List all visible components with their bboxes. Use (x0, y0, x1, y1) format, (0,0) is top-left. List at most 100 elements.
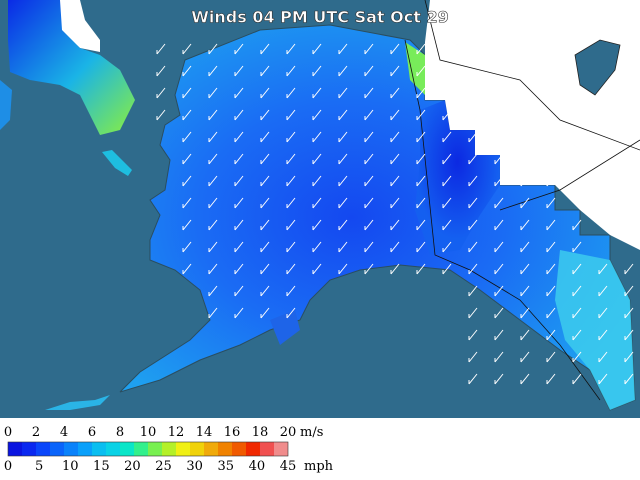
color-swatch (36, 442, 50, 456)
wind-arrow (364, 241, 374, 253)
wind-arrow (286, 109, 296, 121)
wind-arrow (260, 307, 270, 319)
wind-arrow (312, 43, 322, 55)
wind-arrow (312, 153, 322, 165)
color-swatch (204, 442, 218, 456)
wind-arrow (468, 307, 478, 319)
wind-arrow (546, 153, 556, 165)
border (404, 39, 601, 401)
ms-label: 18 (252, 425, 269, 440)
wind-arrow (494, 175, 504, 187)
ms-label: 0 (4, 425, 12, 440)
wind-arrow (546, 351, 556, 363)
ms-label: 4 (60, 425, 68, 440)
island (102, 150, 132, 176)
wind-arrow (442, 241, 452, 253)
wind-arrow (572, 263, 582, 275)
wind-arrow (468, 373, 478, 385)
wind-arrow (312, 131, 322, 143)
wind-arrow (182, 109, 192, 121)
wind-arrow (364, 153, 374, 165)
wind-arrow (416, 109, 426, 121)
wind-arrow (364, 43, 374, 55)
wind-arrow (468, 285, 478, 297)
wind-arrow (208, 175, 218, 187)
wind-arrow (182, 219, 192, 231)
wind-arrow (234, 241, 244, 253)
ms-label: 14 (196, 425, 213, 440)
wind-arrow (442, 197, 452, 209)
wind-arrow (286, 263, 296, 275)
wind-arrow (442, 219, 452, 231)
wind-arrow (468, 241, 478, 253)
wind-arrow (208, 131, 218, 143)
wind-arrow (286, 285, 296, 297)
wind-arrow (442, 109, 452, 121)
wind-arrow (312, 87, 322, 99)
wind-arrow (442, 153, 452, 165)
wind-arrows (156, 43, 634, 385)
wind-arrow (494, 307, 504, 319)
map-title: Winds 04 PM UTC Sat Oct 29 (191, 8, 448, 27)
wind-arrow (182, 197, 192, 209)
mph-label: 15 (93, 459, 110, 474)
wind-arrow (468, 175, 478, 187)
wind-arrow (156, 87, 166, 99)
mph-label: 10 (62, 459, 79, 474)
wind-arrow (494, 241, 504, 253)
wind-arrow (494, 351, 504, 363)
wind-arrow (312, 241, 322, 253)
color-swatch (106, 442, 120, 456)
wind-arrow (468, 109, 478, 121)
wind-arrow (312, 263, 322, 275)
calm-zone (415, 100, 500, 255)
wind-arrow (572, 241, 582, 253)
wind-arrow (442, 263, 452, 275)
wind-arrow (338, 87, 348, 99)
mph-label: 0 (4, 459, 12, 474)
wind-arrow (286, 241, 296, 253)
wind-arrow (260, 197, 270, 209)
wind-arrow (442, 131, 452, 143)
mph-label: 45 (280, 459, 297, 474)
wind-arrow (338, 65, 348, 77)
wind-arrow (208, 241, 218, 253)
wind-arrow (390, 197, 400, 209)
wind-arrow (494, 153, 504, 165)
wind-arrow (234, 307, 244, 319)
color-swatch (78, 442, 92, 456)
wind-arrow (390, 153, 400, 165)
wind-arrow (520, 175, 530, 187)
wind-arrow (572, 307, 582, 319)
wind-arrow (416, 219, 426, 231)
color-swatch (64, 442, 78, 456)
wind-arrow (260, 219, 270, 231)
wind-arrow (624, 307, 634, 319)
wind-arrow (338, 263, 348, 275)
wind-arrow (338, 43, 348, 55)
wind-arrow (364, 219, 374, 231)
wind-arrow (286, 131, 296, 143)
wind-arrow (208, 263, 218, 275)
color-swatch (148, 442, 162, 456)
wind-arrow (312, 175, 322, 187)
wind-arrow (520, 241, 530, 253)
legend: 0 2 4 6 8 10 12 14 16 18 20 m/s0 5 10 15 20 25 30 35 40 45 mp… (4, 425, 334, 474)
wind-arrow (520, 351, 530, 363)
wind-arrow (520, 285, 530, 297)
wind-arrow (468, 131, 478, 143)
wind-arrow (234, 285, 244, 297)
wind-arrow (598, 351, 608, 363)
wind-arrow (572, 329, 582, 341)
wind-arrow (416, 87, 426, 99)
wind-arrow (598, 263, 608, 275)
color-swatch (162, 442, 176, 456)
wind-arrow (364, 65, 374, 77)
wind-arrow (260, 175, 270, 187)
wind-arrow (338, 131, 348, 143)
wind-arrow (572, 373, 582, 385)
wind-arrow (286, 175, 296, 187)
wind-arrow (234, 87, 244, 99)
